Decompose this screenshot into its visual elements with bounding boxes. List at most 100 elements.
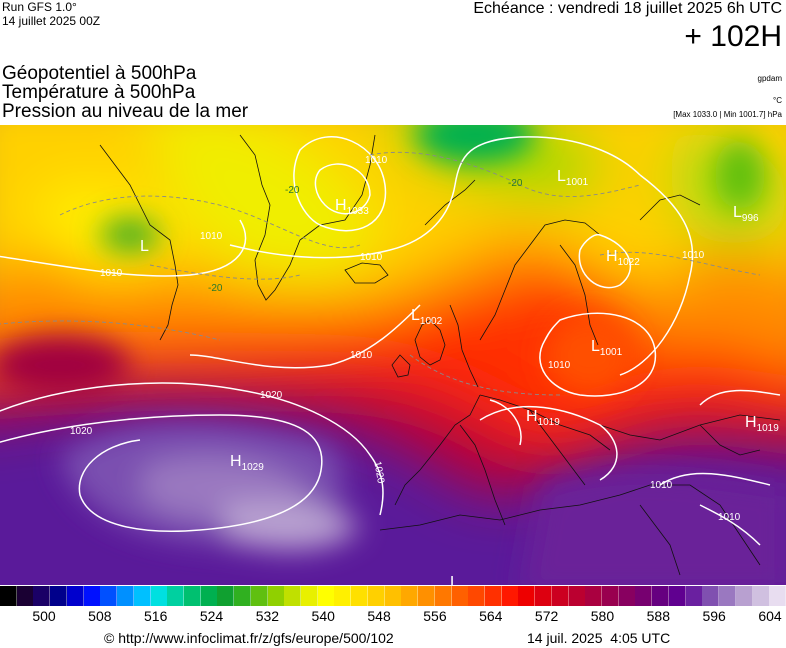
legend-swatch xyxy=(33,586,51,606)
generation-timestamp: 14 juil. 2025 4:05 UTC xyxy=(527,630,671,646)
legend-swatch xyxy=(250,586,268,606)
legend-swatch xyxy=(217,586,235,606)
pressure-center-l: L xyxy=(450,574,459,585)
legend-swatch xyxy=(83,586,101,606)
legend-ticks: 500 508 516 524 532 540 548 556 564 572 580 588 596 6… xyxy=(0,608,786,628)
geopotential-field xyxy=(0,125,786,585)
source-credit: © http://www.infoclimat.fr/z/gfs/europe/… xyxy=(104,630,394,646)
pressure-centers: H1033 L1001 L996 H1022 L1002 L1001 H1019… xyxy=(140,168,779,585)
legend-swatch xyxy=(618,586,636,606)
isobar-label: 1010 xyxy=(100,268,123,279)
isobar-label: 1010 xyxy=(548,360,571,371)
legend-tick-label: 500 xyxy=(32,608,56,624)
isobar-label: 1010 xyxy=(718,512,741,523)
run-label: Run GFS 1.0° xyxy=(2,0,77,14)
legend-tick-label: 556 xyxy=(423,608,447,624)
isotherm-label: -20 xyxy=(508,178,523,189)
legend-swatch xyxy=(501,586,519,606)
isobar-label: 1010 xyxy=(682,250,705,261)
pressure-range: [Max 1033.0 | Min 1001.7] hPa xyxy=(673,110,782,119)
legend-swatch xyxy=(133,586,151,606)
legend-swatch xyxy=(652,586,670,606)
legend-swatch xyxy=(719,586,737,606)
pressure-center-l: L xyxy=(140,238,149,255)
legend-swatch xyxy=(150,586,168,606)
legend-swatch xyxy=(535,586,553,606)
layer-pressure: Pression au niveau de la mer xyxy=(2,101,249,122)
legend-swatch xyxy=(401,586,419,606)
pressure-center-l: L996 xyxy=(733,204,759,224)
legend-swatch xyxy=(384,586,402,606)
pressure-center-h: H1029 xyxy=(230,453,264,473)
legend-swatch xyxy=(66,586,84,606)
pressure-center-h: H1019 xyxy=(745,414,779,434)
isobar-label: 1010 xyxy=(650,480,673,491)
legend-swatch xyxy=(16,586,34,606)
legend-swatch xyxy=(317,586,335,606)
pressure-center-l: L1001 xyxy=(557,168,589,188)
isobar-label: 1010 xyxy=(200,231,223,242)
legend-tick-label: 604 xyxy=(758,608,782,624)
legend-swatch xyxy=(334,586,352,606)
legend-swatch xyxy=(551,586,569,606)
legend-swatch xyxy=(585,586,603,606)
legend-swatch xyxy=(117,586,135,606)
legend-swatch xyxy=(183,586,201,606)
legend-swatch xyxy=(267,586,285,606)
pressure-center-h: H1022 xyxy=(606,248,640,268)
isobar-label: 1020 xyxy=(70,426,93,437)
legend-swatch xyxy=(100,586,118,606)
forecast-valid-time: Echéance : vendredi 18 juillet 2025 6h U… xyxy=(473,0,782,17)
legend-swatch xyxy=(484,586,502,606)
forecast-hour: + 102H xyxy=(684,20,782,53)
legend-swatch xyxy=(0,586,17,606)
legend-swatch xyxy=(418,586,436,606)
legend-swatch xyxy=(301,586,319,606)
legend-tick-label: 588 xyxy=(646,608,670,624)
coastlines xyxy=(99,134,781,576)
legend-swatch xyxy=(167,586,185,606)
legend-swatch xyxy=(518,586,536,606)
isobar-label: 1020 xyxy=(260,390,283,401)
legend-swatch xyxy=(200,586,218,606)
isotherm-label: -20 xyxy=(208,283,223,294)
pressure-center-l: L1001 xyxy=(591,338,623,358)
unit-temperature: °C xyxy=(773,96,782,105)
legend-swatch xyxy=(769,586,786,606)
legend-tick-label: 596 xyxy=(702,608,726,624)
legend-swatch xyxy=(635,586,653,606)
legend-swatch xyxy=(351,586,369,606)
legend-swatch xyxy=(668,586,686,606)
isobar-label: 1010 xyxy=(360,252,383,263)
legend-tick-label: 548 xyxy=(367,608,391,624)
legend-swatch xyxy=(50,586,68,606)
legend-swatch xyxy=(568,586,586,606)
legend-swatch xyxy=(234,586,252,606)
legend-swatch xyxy=(602,586,620,606)
legend-swatch xyxy=(284,586,302,606)
pressure-center-h: H1019 xyxy=(526,408,560,428)
pressure-center-l: L1002 xyxy=(411,307,443,327)
isotherms xyxy=(0,151,761,396)
legend-tick-label: 564 xyxy=(479,608,503,624)
run-date: 14 juillet 2025 00Z xyxy=(2,14,101,28)
legend-tick-label: 524 xyxy=(199,608,224,624)
isobar-label: 1010 xyxy=(350,350,373,361)
legend-swatch xyxy=(451,586,469,606)
legend-swatch xyxy=(702,586,720,606)
legend-swatch xyxy=(752,586,770,606)
legend-swatch xyxy=(685,586,703,606)
layer-temperature: Température à 500hPa xyxy=(2,82,196,103)
legend-tick-label: 540 xyxy=(311,608,335,624)
isotherm-label: -20 xyxy=(285,185,300,196)
pressure-center-h: H1033 xyxy=(335,197,369,217)
isobar-label: 1020 xyxy=(371,460,386,484)
legend-swatch xyxy=(434,586,452,606)
legend-tick-label: 508 xyxy=(88,608,112,624)
legend-swatch xyxy=(735,586,753,606)
isotherm-labels: -20 -20 -20 xyxy=(208,178,523,294)
isobars xyxy=(0,136,781,546)
legend-tick-label: 532 xyxy=(255,608,280,624)
color-legend xyxy=(0,586,786,608)
layer-geopotential: Géopotentiel à 500hPa xyxy=(2,63,197,84)
